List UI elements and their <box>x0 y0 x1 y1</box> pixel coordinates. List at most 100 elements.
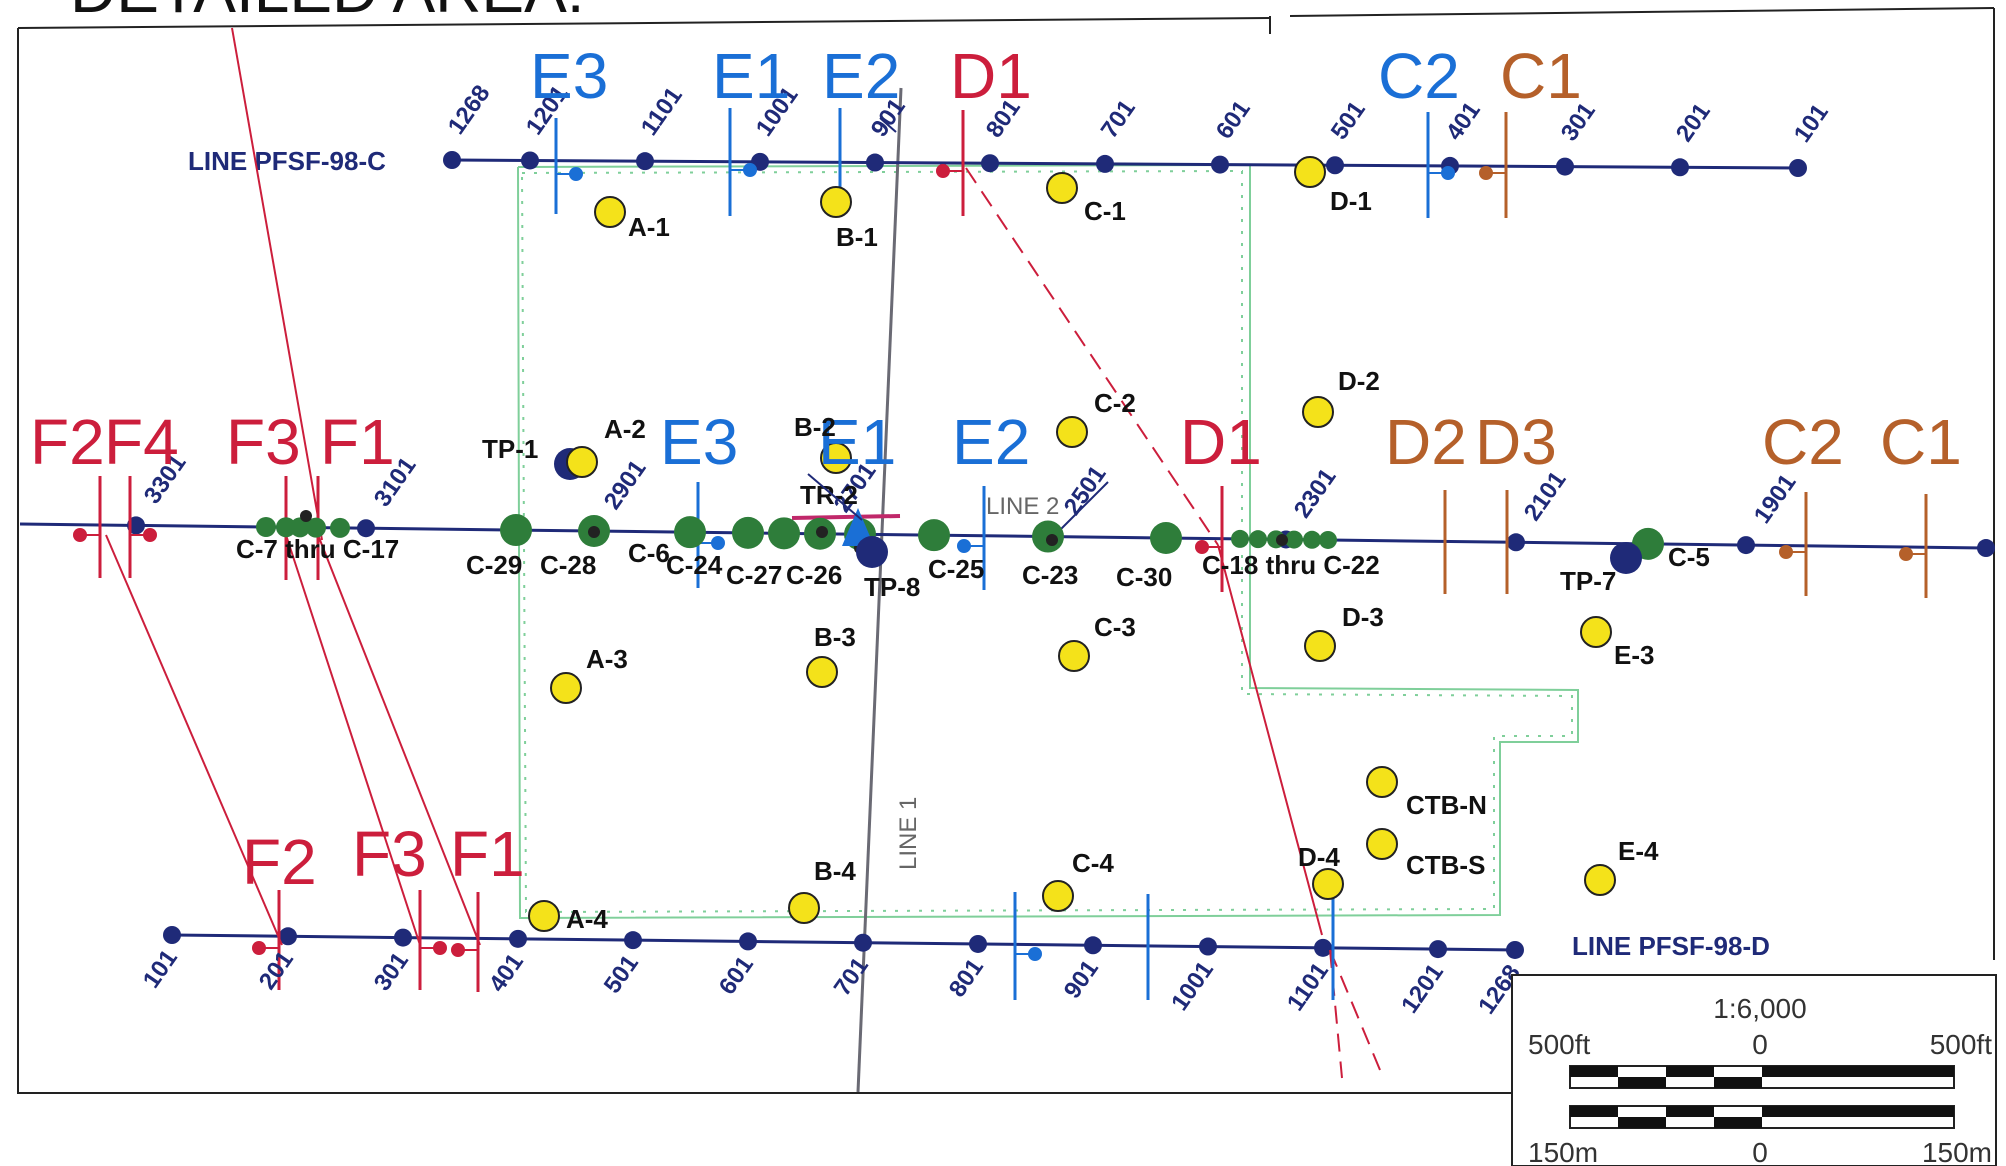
station-label: 1268 <box>443 80 496 139</box>
cpt-point <box>290 517 310 538</box>
boring-b-3 <box>806 656 838 688</box>
boring-label: C-1 <box>1084 196 1126 226</box>
tp-8-point <box>856 536 888 568</box>
fault-label-d1: D1 <box>950 40 1032 112</box>
station-dot <box>1326 156 1344 175</box>
cpt-point <box>306 517 326 538</box>
station-dot <box>1506 940 1524 959</box>
station-dot <box>521 151 539 170</box>
cpt-label: C-28 <box>540 550 596 580</box>
tp-7-point <box>1610 542 1642 574</box>
cpt-label: C-7 thru C-17 <box>236 534 399 564</box>
cpt-label: C-29 <box>466 550 522 580</box>
fault-tick-e3-barb-dot <box>569 167 583 181</box>
scale-ft-right: 500ft <box>1930 1029 1992 1060</box>
scale-ft-block <box>1618 1077 1666 1088</box>
boring-a-1 <box>594 196 626 228</box>
station-dot <box>1977 539 1995 558</box>
fault-tick-c2-barb-dot <box>1779 545 1793 559</box>
fault-label-e2: E2 <box>952 406 1030 478</box>
cpt-point <box>256 517 276 538</box>
boring-label: A-2 <box>604 414 646 444</box>
cpt-point <box>768 517 800 550</box>
cpt-center <box>300 510 312 522</box>
boring-c-3 <box>1058 640 1090 672</box>
scale-bar: 1:6,000 500ft 0 500ft 150m 0 150m <box>1511 974 1997 1166</box>
station-dot <box>981 154 999 173</box>
cpt-center <box>816 526 828 538</box>
boring-label: D-4 <box>1298 842 1340 872</box>
fault-tick-e1-barb-dot <box>1028 947 1042 961</box>
scale-ft-block <box>1570 1066 1618 1077</box>
scale-ratio: 1:6,000 <box>1713 993 1806 1024</box>
boring-label: B-2 <box>794 412 836 442</box>
cpt-label: C-30 <box>1116 562 1172 592</box>
station-dot <box>509 929 527 948</box>
station-label: 1901 <box>1749 469 1802 528</box>
boring-ctb-n <box>1366 766 1398 798</box>
boring-label: B-1 <box>836 222 878 252</box>
fault-label-f4: F4 <box>104 406 179 478</box>
svg-text:LINE 2: LINE 2 <box>986 493 1059 520</box>
station-dot <box>163 926 181 944</box>
boring-label: CTB-S <box>1406 850 1485 880</box>
cpt-label: C-18 thru C-22 <box>1202 550 1380 580</box>
fault-ticks <box>73 108 1928 1000</box>
leader-line <box>807 473 863 521</box>
boring-e-4 <box>1584 864 1616 896</box>
boring-b-2 <box>820 442 852 474</box>
fault-label-c1: C1 <box>1880 406 1962 478</box>
boring-c-1 <box>1046 172 1078 204</box>
line-c-title: LINE PFSF-98-C <box>188 146 386 176</box>
scale-m-block <box>1666 1106 1714 1117</box>
fault-label-d3: D3 <box>1475 406 1557 478</box>
fault-label-d1: D1 <box>1180 406 1262 478</box>
cpt-point <box>1285 530 1303 549</box>
boring-label: A-1 <box>628 212 670 242</box>
map-title: DETAILED AREA: <box>70 0 585 26</box>
station-label: 2901 <box>599 455 652 514</box>
line-d-title: LINE PFSF-98-D <box>1572 931 1770 961</box>
station-label: 301 <box>369 948 414 996</box>
boring-label: A-4 <box>566 904 608 934</box>
scale-m-left: 150m <box>1528 1137 1598 1166</box>
boring-a-4 <box>528 900 560 932</box>
station-label: 1201 <box>1396 959 1449 1018</box>
station-dot <box>624 931 642 950</box>
boring-d-1 <box>1294 156 1326 188</box>
fault-label-f2: F2 <box>30 406 105 478</box>
boring-a-3 <box>550 672 582 704</box>
cpt-point <box>276 517 296 538</box>
station-dot <box>969 934 987 953</box>
fault-label-e1: E1 <box>818 406 896 478</box>
test-pit-label: TP-1 <box>482 434 538 464</box>
fault-label-f2: F2 <box>242 826 317 898</box>
boring-label: E-4 <box>1618 836 1659 866</box>
fault-label-c2: C2 <box>1378 40 1460 112</box>
boring-label: A-3 <box>586 644 628 674</box>
station-dot <box>1211 155 1229 174</box>
fault-tick-e3-barb-dot <box>711 536 725 550</box>
boring-b-4 <box>788 892 820 924</box>
station-label: 101 <box>1789 99 1834 147</box>
scale-ft-mid: 0 <box>1752 1029 1768 1060</box>
cpt-point <box>1231 529 1249 548</box>
fault-tick-e2-barb-dot <box>957 539 971 553</box>
fault-label-f1: F1 <box>450 818 525 890</box>
cpt-center <box>588 526 600 538</box>
fault-tick-d1-barb-dot <box>1195 540 1209 554</box>
scale-ft-left: 500ft <box>1528 1029 1590 1060</box>
station-dot <box>1314 938 1332 957</box>
fault-label-e1: E1 <box>712 40 790 112</box>
station-dot <box>1556 157 1574 176</box>
cpt-center <box>1276 534 1288 546</box>
station-label: 1101 <box>636 82 688 140</box>
cpt-label: C-25 <box>928 554 984 584</box>
fault-tick-c2-barb-dot <box>1441 166 1455 180</box>
fault-label-e3: E3 <box>530 40 608 112</box>
fault-label-c1: C1 <box>1500 40 1582 112</box>
cpt-point <box>918 519 950 552</box>
leader-line <box>879 117 897 133</box>
map-frame <box>17 7 1995 1094</box>
